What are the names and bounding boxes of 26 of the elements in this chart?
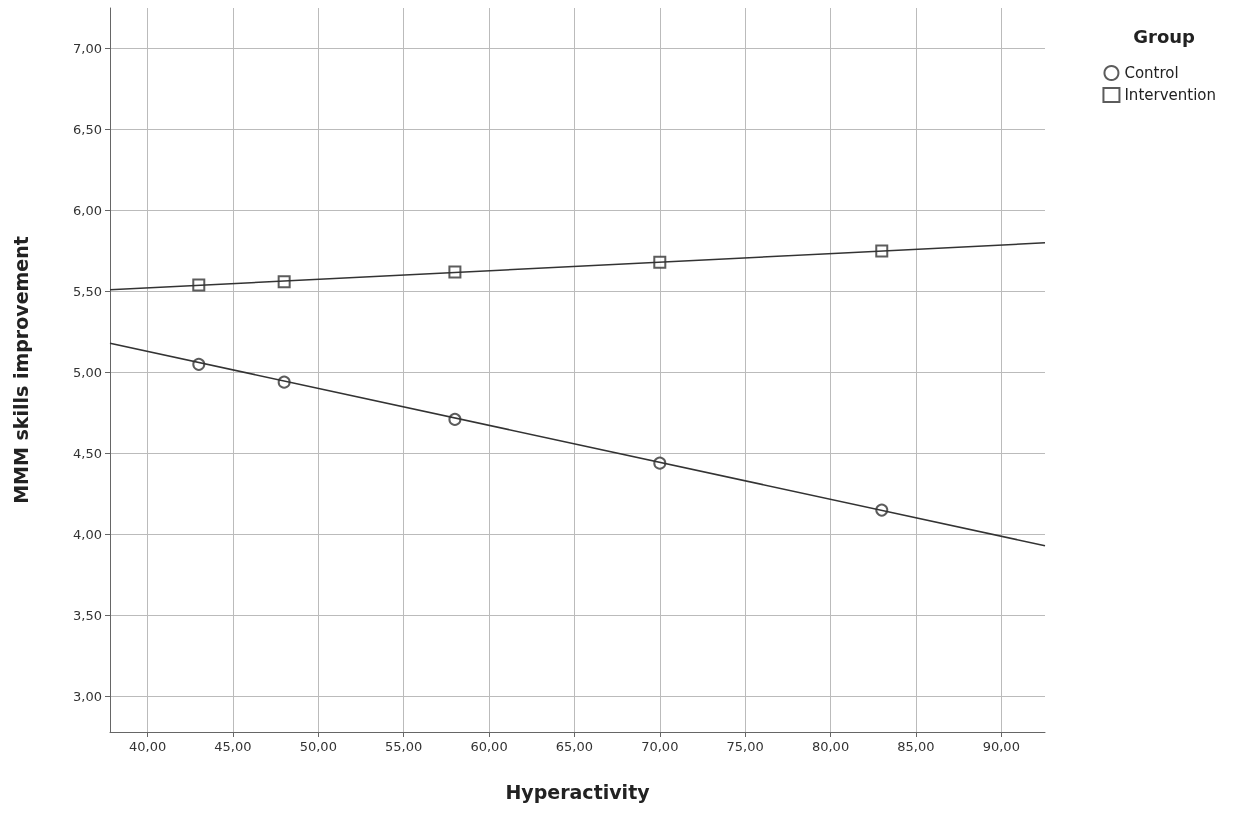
y-tick-label: 3,50 xyxy=(73,607,102,623)
x-tick-label: 65,00 xyxy=(555,739,594,754)
y-tick-label: 5,00 xyxy=(73,364,102,380)
x-tick-label: 90,00 xyxy=(982,739,1020,754)
y-tick-label: 6,00 xyxy=(73,202,102,218)
x-tick-label: 60,00 xyxy=(470,739,508,754)
x-axis-title: Hyperactivity xyxy=(505,780,651,803)
y-tick-label: 5,50 xyxy=(73,283,102,299)
legend-title: Group xyxy=(1133,25,1196,47)
legend-label: Control xyxy=(1124,64,1179,82)
y-axis-title: MMM skills improvement xyxy=(9,236,32,504)
y-tick-label: 4,00 xyxy=(73,526,102,542)
x-tick-label: 70,00 xyxy=(641,739,679,754)
x-tick-label: 80,00 xyxy=(811,739,850,754)
y-tick-label: 3,00 xyxy=(73,688,102,704)
x-tick-label: 55,00 xyxy=(385,739,423,754)
y-tick-label: 6,50 xyxy=(73,121,102,137)
x-tick-label: 85,00 xyxy=(897,739,935,754)
x-tick-label: 75,00 xyxy=(726,739,764,754)
y-tick-label: 7,00 xyxy=(73,40,102,56)
y-tick-label: 4,50 xyxy=(73,445,102,461)
point xyxy=(448,265,462,279)
legend-label: Intervention xyxy=(1124,86,1217,104)
x-tick-label: 45,00 xyxy=(214,739,252,754)
x-tick-label: 40,00 xyxy=(128,739,167,754)
x-tick-label: 50,00 xyxy=(299,739,337,754)
